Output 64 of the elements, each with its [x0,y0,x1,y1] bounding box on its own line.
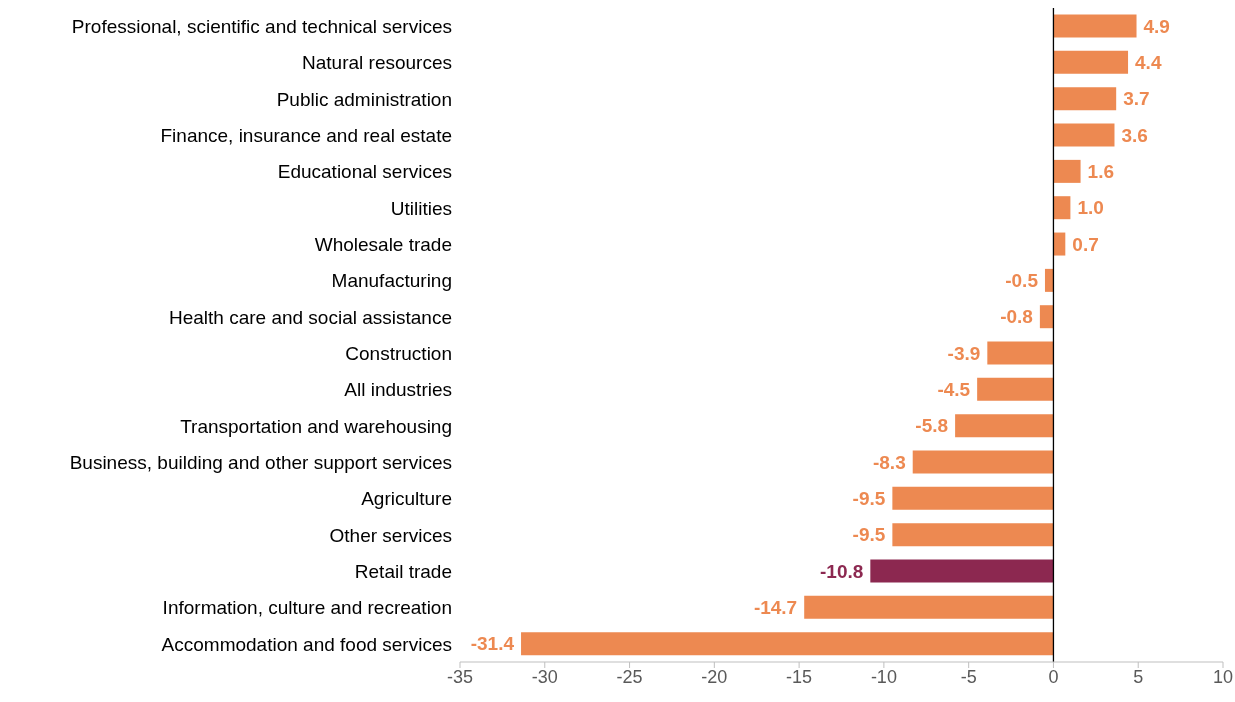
y-tick-label: Transportation and warehousing [180,415,452,437]
data-label: -14.7 [753,597,798,619]
y-tick-label: Accommodation and food services [161,633,452,655]
x-tick-label: 5 [1133,666,1144,687]
x-tick-label: -15 [786,666,813,687]
data-label: 4.4 [1135,52,1162,74]
data-label: 4.9 [1143,15,1170,37]
data-label: -5.8 [915,415,949,437]
data-label: 0.7 [1072,233,1099,255]
y-tick-label: Finance, insurance and real estate [160,124,452,146]
bar [1053,196,1071,220]
data-label: 3.7 [1123,88,1150,110]
bar [892,486,1054,510]
bar [1053,14,1137,38]
y-tick-label: Utilities [390,197,452,219]
x-tick-label: -35 [446,666,474,687]
data-label: -0.5 [1005,270,1039,292]
bar [1044,268,1054,292]
data-label: -9.5 [852,524,886,546]
bar [1053,123,1115,147]
bar [892,523,1054,547]
data-label: 1.6 [1087,161,1114,183]
y-tick-label: Public administration [276,88,452,110]
y-tick-label: Health care and social assistance [168,306,452,328]
y-tick-label: Construction [345,342,452,364]
y-tick-label: Educational services [277,161,452,183]
bar [1053,232,1066,256]
bar [1053,159,1081,183]
y-tick-label: Information, culture and recreation [162,597,452,619]
x-tick-label: -30 [531,666,558,687]
data-label: -9.5 [852,488,886,510]
bar [912,450,1054,474]
bar [521,632,1054,656]
y-tick-label: Manufacturing [331,270,452,292]
bar [870,559,1054,583]
bar [977,377,1054,401]
y-tick-label: Natural resources [302,52,452,74]
y-tick-label: All industries [344,379,452,401]
data-label: -3.9 [947,342,981,364]
y-tick-label: Business, building and other support services [69,451,452,473]
x-tick-label: -10 [870,666,897,687]
data-label: 3.6 [1121,124,1148,146]
bar [955,414,1054,438]
data-label: -0.8 [1000,306,1033,328]
bar [804,595,1054,619]
x-tick-label: -5 [960,666,977,687]
data-label: -31.4 [470,633,515,655]
data-label: -10.8 [820,560,864,582]
y-tick-label: Agriculture [361,488,452,510]
y-tick-label: Wholesale trade [314,233,452,255]
y-tick-label: Other services [329,524,452,546]
x-tick-label: 10 [1212,666,1234,687]
x-tick-label: 0 [1048,666,1059,687]
bar [1053,50,1129,74]
data-label: -8.3 [872,451,906,473]
y-tick-label: Retail trade [354,560,452,582]
y-tick-label: Professional, scientific and technical services [71,15,452,37]
x-tick-label: -25 [616,666,643,687]
bar [987,341,1054,365]
bar [1053,87,1117,111]
x-tick-label: -20 [701,666,728,687]
data-label: -4.5 [937,379,971,401]
data-label: 1.0 [1077,197,1104,219]
bar [1039,305,1054,329]
